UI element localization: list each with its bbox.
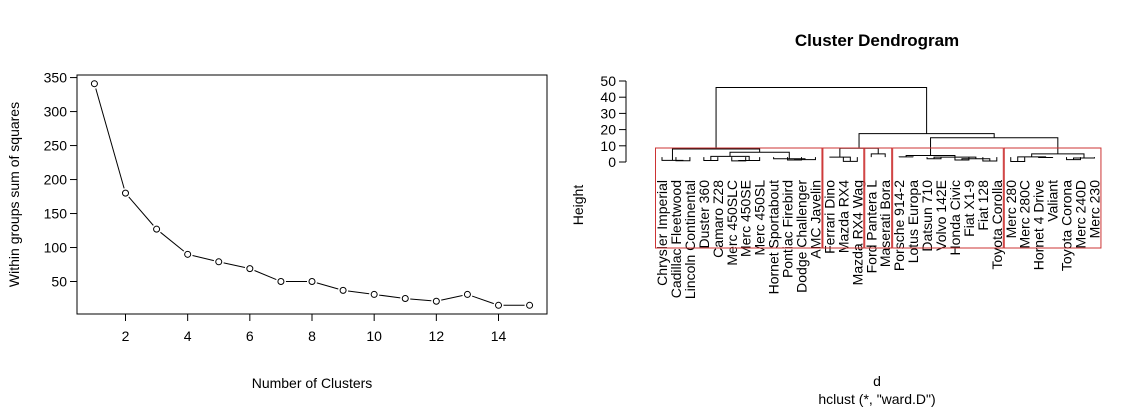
wss-point xyxy=(184,250,192,258)
x-tick-label: 14 xyxy=(491,328,507,344)
y-tick-label: 40 xyxy=(600,89,616,105)
leaf-label: Ferrari Dino xyxy=(821,180,837,254)
leaf-label: Duster 360 xyxy=(696,180,712,249)
dendrogram-branch xyxy=(839,147,879,158)
cluster-box xyxy=(822,147,865,249)
x-tick-label: 8 xyxy=(308,328,316,344)
leaf-label: Merc 280C xyxy=(1017,180,1033,248)
x-tick-label: 4 xyxy=(184,328,192,344)
y-axis-label: Within groups sum of squares xyxy=(6,102,22,287)
dendrogram-branch xyxy=(870,153,886,158)
x-tick-label: 12 xyxy=(429,328,445,344)
x-tick-label: 6 xyxy=(246,328,254,344)
wss-point xyxy=(90,80,98,88)
cluster-box xyxy=(1003,147,1102,249)
chart-title: Cluster Dendrogram xyxy=(795,31,959,50)
dendrogram-branch xyxy=(829,156,851,162)
wss-point xyxy=(495,301,503,309)
leaf-label: Datsun 710 xyxy=(919,180,935,252)
y-tick-label: 200 xyxy=(44,172,68,188)
leaf-label: Ford Pantera L xyxy=(863,180,879,274)
leaf-label: Volvo 142E xyxy=(933,180,949,251)
dendrogram-branch xyxy=(715,86,928,150)
leaf-label: Maserati Bora xyxy=(877,180,893,267)
cluster-box xyxy=(655,147,823,249)
elbow-plot: 2 4 6 8 10 12 14 50 100 150 200 250 300 350 Number o… xyxy=(6,70,548,391)
x-tick-label: 2 xyxy=(122,328,130,344)
leaf-label: Honda Civic xyxy=(947,180,963,255)
wss-point xyxy=(401,295,409,303)
cluster-box xyxy=(892,147,1004,249)
wss-point xyxy=(153,225,161,233)
dendrogram-branch xyxy=(710,155,750,161)
cluster-boxes xyxy=(655,147,1102,249)
leaf-label: AMC Javelin xyxy=(807,180,823,259)
x-axis: 2 4 6 8 10 12 14 xyxy=(122,313,507,344)
dendrogram-branch xyxy=(858,133,995,149)
y-tick-label: 30 xyxy=(600,105,616,121)
x-axis-label: d xyxy=(873,373,881,389)
wss-point xyxy=(526,301,534,309)
leaf-label: Merc 450SLC xyxy=(724,180,740,266)
y-tick-label: 150 xyxy=(44,206,68,222)
wss-points xyxy=(90,80,534,309)
x-axis-label: Number of Clusters xyxy=(252,375,373,391)
wss-point xyxy=(432,297,440,305)
y-tick-label: 250 xyxy=(44,138,68,154)
dendrogram-branch xyxy=(671,148,761,161)
y-tick-label: 50 xyxy=(51,274,67,290)
cluster-box xyxy=(864,147,893,249)
wss-point xyxy=(246,265,254,273)
y-tick-label: 300 xyxy=(44,104,68,120)
leaf-label: Mazda RX4 xyxy=(835,180,851,253)
leaf-label: Merc 450SE xyxy=(738,180,754,257)
leaf-label: Fiat X1-9 xyxy=(961,180,977,237)
dendrogram-branches xyxy=(661,86,1095,163)
y-tick-label: 50 xyxy=(600,73,616,89)
wss-point xyxy=(370,290,378,298)
wss-point xyxy=(339,286,347,294)
leaf-label: Merc 230 xyxy=(1086,180,1102,239)
y-tick-label: 100 xyxy=(44,240,68,256)
x-tick-label: 10 xyxy=(366,328,382,344)
leaf-label: Dodge Challenger xyxy=(794,180,810,293)
leaf-label: Cadillac Fleetwood xyxy=(668,180,684,298)
wss-point xyxy=(215,258,223,266)
leaf-label: Hornet Sportabout xyxy=(766,180,782,295)
leaf-label: Toyota Corolla xyxy=(989,180,1005,270)
y-tick-label: 0 xyxy=(608,154,616,170)
leaf-label: Mazda RX4 Wag xyxy=(849,180,865,285)
wss-point xyxy=(308,278,316,286)
wss-point xyxy=(121,189,129,197)
leaf-label: Camaro Z28 xyxy=(710,180,726,258)
y-axis-label: Height xyxy=(570,185,586,226)
leaf-label: Pontiac Firebird xyxy=(780,180,796,278)
leaf-label: Fiat 128 xyxy=(975,180,991,231)
leaf-label: Chrysler Imperial xyxy=(654,180,670,286)
wss-point xyxy=(277,278,285,286)
leaf-label: Lotus Europa xyxy=(905,180,921,263)
leaf-label: Valiant xyxy=(1045,180,1061,222)
dendrogram-branch xyxy=(930,137,1059,156)
method-sublabel: hclust (*, "ward.D") xyxy=(818,391,935,407)
leaf-label: Merc 280 xyxy=(1003,180,1019,239)
leaf-label: Merc 240D xyxy=(1073,180,1089,248)
leaf-label: Lincoln Continental xyxy=(682,180,698,299)
y-tick-label: 350 xyxy=(44,70,68,86)
leaf-label: Merc 450SL xyxy=(752,180,768,256)
y-axis: 50 100 150 200 250 300 350 xyxy=(44,70,78,290)
wss-point xyxy=(463,290,471,298)
wss-line xyxy=(95,88,525,306)
y-tick-label: 10 xyxy=(600,138,616,154)
y-tick-label: 20 xyxy=(600,122,616,138)
